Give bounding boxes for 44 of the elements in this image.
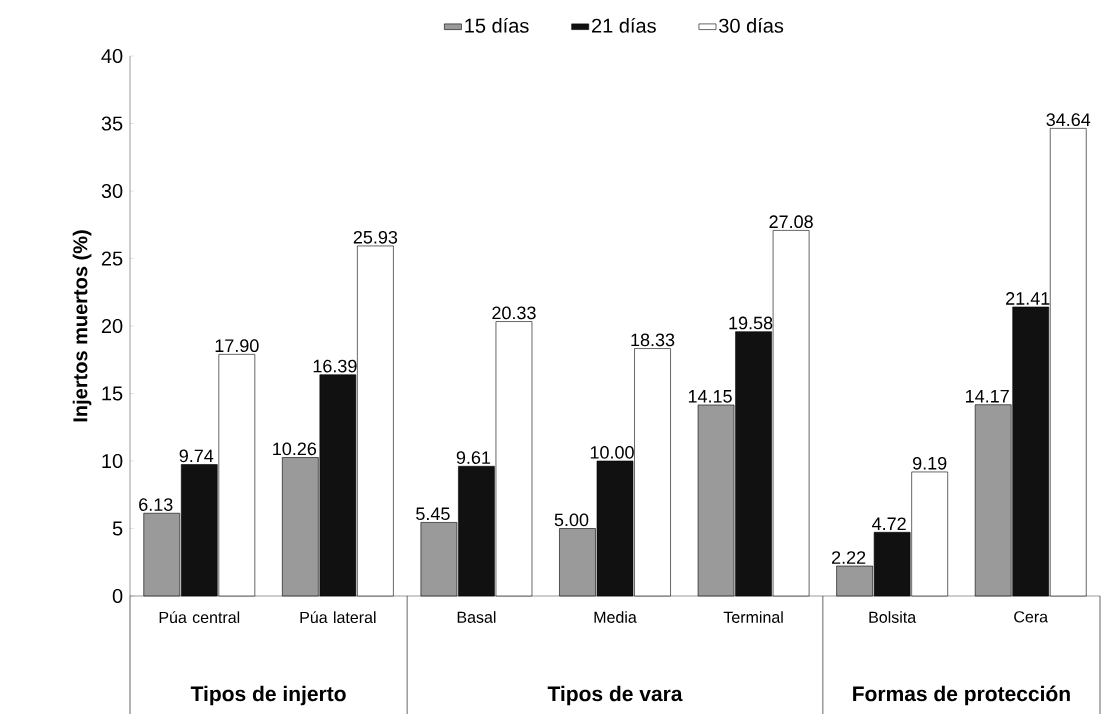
y-tick-label: 40	[101, 48, 123, 64]
legend-label: 21 días	[592, 17, 656, 33]
data-label: 10.26	[273, 442, 317, 456]
text: Tipos de injerto	[190, 685, 346, 706]
y-tick-label: 5	[112, 521, 123, 536]
data-label: 25.93	[353, 230, 398, 244]
data-label: 14.15	[688, 390, 732, 403]
x-tick-label: Terminal	[723, 611, 783, 623]
x-tick-label: Basal	[457, 611, 496, 623]
y-tick-label: 30	[101, 183, 123, 199]
legend-label: 30 días	[719, 17, 784, 33]
data-label: 9.74	[179, 449, 214, 463]
legend-label: 15 días	[465, 17, 529, 33]
x-tick-label: Púa central	[159, 611, 240, 624]
y-tick-label: 35	[101, 116, 123, 131]
data-label: 17.90	[215, 339, 259, 353]
x-tick-label: Bolsita	[869, 611, 917, 623]
data-label: 5.00	[554, 513, 589, 527]
text: Tipos de vara	[547, 685, 683, 706]
data-label: 18.33	[631, 333, 675, 347]
data-label: 10.00	[590, 445, 634, 459]
text: Formas de protección	[853, 685, 1070, 706]
data-label: 5.45	[416, 507, 450, 521]
data-label: 9.61	[456, 451, 491, 464]
x-tick-label: Púa lateral	[300, 611, 376, 624]
data-label: 20.33	[492, 306, 536, 320]
data-label: 19.58	[729, 316, 773, 330]
data-label: 2.22	[832, 551, 866, 564]
x-tick-label: Media	[594, 611, 637, 623]
y-axis-title: Injertos muertos (%)	[72, 230, 92, 422]
data-label: 27.08	[769, 215, 813, 229]
x-tick-label: Cera	[1014, 611, 1049, 623]
data-label: 21.41	[1006, 292, 1050, 305]
data-label: 6.13	[139, 498, 173, 511]
data-label: 16.39	[313, 359, 357, 373]
y-tick-label: 25	[101, 251, 123, 266]
y-tick-label: 10	[102, 453, 123, 469]
y-tick-label: 0	[112, 588, 123, 604]
data-label: 14.17	[966, 390, 1009, 403]
y-tick-label: 20	[101, 318, 123, 334]
data-label: 4.72	[872, 517, 906, 530]
data-label: 34.64	[1046, 113, 1091, 127]
y-tick-label: 15	[102, 386, 123, 401]
data-label: 9.19	[913, 456, 947, 470]
